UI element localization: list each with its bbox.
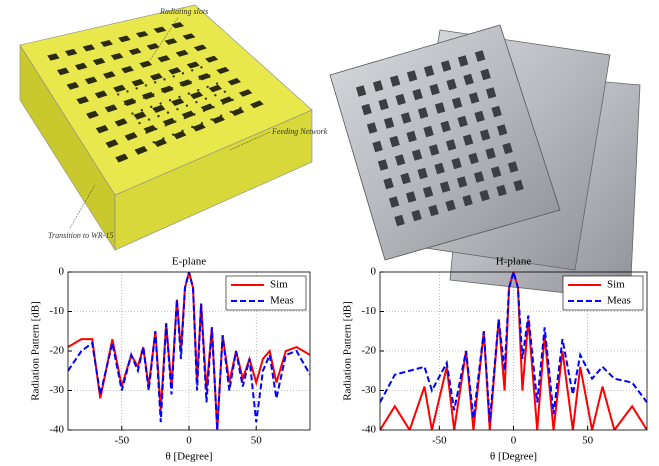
antenna-photo — [330, 25, 640, 300]
via — [152, 93, 154, 95]
via — [172, 75, 174, 77]
y-tick-label: -10 — [49, 305, 64, 317]
via — [178, 96, 180, 98]
via — [208, 74, 210, 76]
via — [124, 103, 126, 105]
via — [145, 84, 147, 86]
via — [197, 89, 199, 91]
legend-label: Meas — [270, 295, 294, 307]
via — [126, 90, 128, 92]
legend-box — [563, 276, 643, 310]
via — [155, 128, 157, 130]
via — [222, 102, 224, 104]
via — [117, 93, 119, 95]
page: Radiating slots Feeding Network Transiti… — [0, 0, 659, 466]
y-tick-label: -30 — [49, 384, 64, 396]
x-axis-label: θ [Degree] — [490, 451, 537, 463]
via — [193, 113, 195, 115]
via — [212, 106, 214, 108]
annotation: Transition to WR-15 — [48, 231, 113, 240]
via — [214, 94, 216, 96]
via — [172, 133, 174, 135]
via — [191, 69, 193, 71]
y-axis-label: Radiation Pattern [dB] — [30, 301, 42, 401]
via — [206, 86, 208, 88]
legend-label: Sim — [270, 279, 288, 291]
via — [176, 108, 178, 110]
y-tick-label: -10 — [361, 305, 376, 317]
via — [174, 121, 176, 123]
via — [162, 137, 164, 139]
annotation: Radiating slots — [159, 7, 208, 16]
antenna-model — [20, 5, 312, 250]
figure: Radiating slots Feeding Network Transiti… — [0, 0, 659, 466]
via — [167, 111, 169, 113]
via — [189, 81, 191, 83]
via — [216, 82, 218, 84]
x-tick-label: 50 — [251, 435, 263, 447]
x-tick-label: -50 — [432, 435, 447, 447]
legend-box — [226, 276, 306, 310]
via — [169, 99, 171, 101]
via — [201, 122, 203, 124]
via — [161, 90, 163, 92]
via — [145, 131, 147, 133]
via — [184, 117, 186, 119]
chart-title: H-plane — [496, 256, 532, 268]
via — [159, 102, 161, 104]
via — [199, 77, 201, 79]
via — [203, 110, 205, 112]
via — [182, 72, 184, 74]
y-tick-label: -20 — [361, 345, 376, 357]
via — [136, 87, 138, 89]
legend-label: Sim — [607, 279, 625, 291]
annotation: Feeding Network — [271, 127, 328, 136]
y-tick-label: 0 — [59, 266, 65, 278]
y-tick-label: -40 — [361, 424, 376, 436]
y-tick-label: -20 — [49, 345, 64, 357]
via — [171, 87, 173, 89]
chart-title: E-plane — [172, 256, 206, 268]
via — [188, 92, 190, 94]
via — [150, 106, 152, 108]
via — [239, 107, 241, 109]
via — [165, 124, 167, 126]
via — [186, 104, 188, 106]
via — [231, 99, 233, 101]
x-axis-label: θ [Degree] — [165, 451, 212, 463]
via — [220, 114, 222, 116]
via — [200, 66, 202, 68]
x-tick-label: 0 — [511, 435, 517, 447]
x-tick-label: -50 — [114, 435, 129, 447]
via — [224, 91, 226, 93]
via — [141, 109, 143, 111]
via — [181, 130, 183, 132]
y-tick-label: -40 — [49, 424, 64, 436]
via — [148, 118, 150, 120]
x-tick-label: 0 — [186, 435, 192, 447]
via — [191, 126, 193, 128]
via — [230, 111, 232, 113]
via — [163, 78, 165, 80]
via — [180, 84, 182, 86]
via — [153, 141, 155, 143]
x-tick-label: 50 — [582, 435, 594, 447]
via — [138, 122, 140, 124]
legend-label: Meas — [607, 295, 631, 307]
y-axis-label: Radiation Pattern [dB] — [342, 301, 354, 401]
via — [157, 115, 159, 117]
via — [210, 118, 212, 120]
y-tick-label: 0 — [371, 266, 377, 278]
via — [154, 81, 156, 83]
via — [131, 112, 133, 114]
via — [133, 100, 135, 102]
y-tick-label: -30 — [361, 384, 376, 396]
via — [143, 96, 145, 98]
via — [205, 97, 207, 99]
via — [195, 101, 197, 103]
